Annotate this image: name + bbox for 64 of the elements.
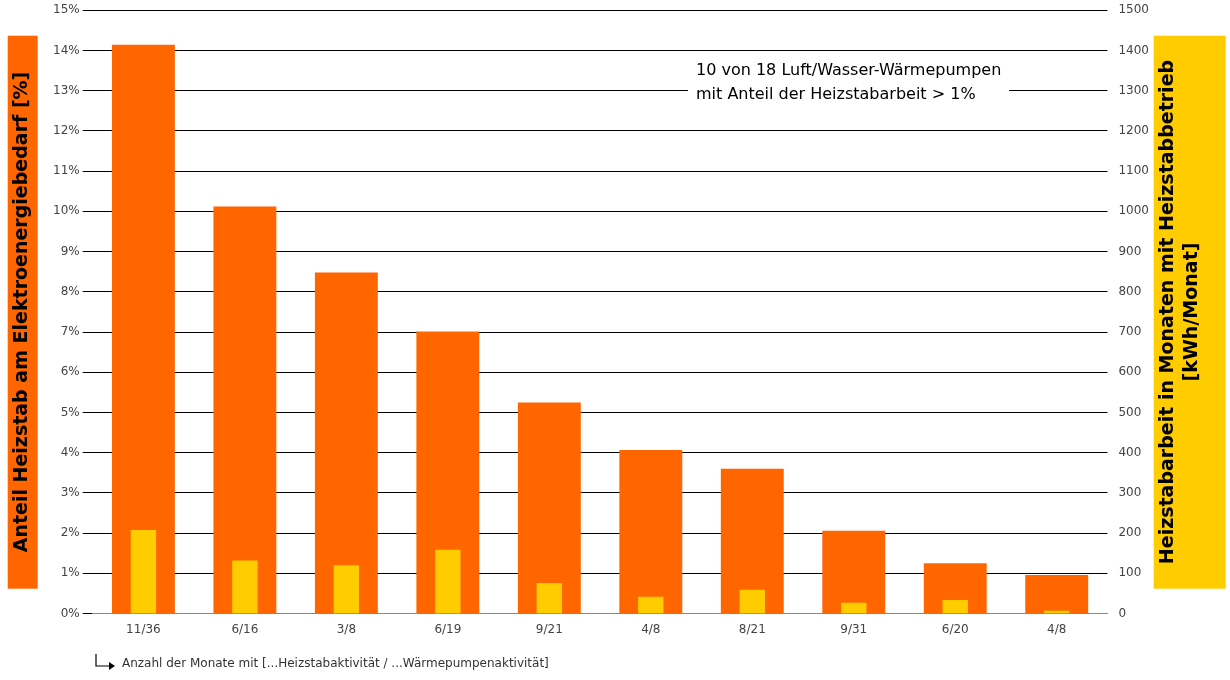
y-tick-label: 12% bbox=[53, 123, 80, 138]
y2-tick-label: 1100 bbox=[1118, 163, 1150, 178]
y-tick-label: 1% bbox=[60, 565, 80, 580]
y-tick-label: 13% bbox=[53, 82, 80, 97]
text: Anzahl der Monate mit [...Heizstabaktivität / ...Wärmepumpenaktivität] bbox=[122, 656, 549, 670]
bar bbox=[822, 530, 886, 614]
bar bbox=[720, 468, 784, 614]
x-tick-label: 6/19 bbox=[434, 621, 462, 636]
bar bbox=[942, 599, 968, 614]
bar bbox=[435, 549, 461, 614]
y-tick-label: 6% bbox=[60, 364, 80, 379]
bar bbox=[416, 331, 480, 614]
x-tick-label: 11/36 bbox=[126, 621, 161, 636]
y2-tick-label: 100 bbox=[1118, 565, 1142, 580]
bar bbox=[213, 206, 277, 614]
y2-tick-label: 1200 bbox=[1118, 123, 1150, 138]
y2-tick-label: 800 bbox=[1118, 283, 1142, 298]
x-tick-label: 9/31 bbox=[840, 621, 868, 636]
bar bbox=[232, 560, 258, 614]
y2-tick-label: 400 bbox=[1118, 444, 1142, 459]
y-tick-label: 2% bbox=[60, 525, 80, 540]
y-tick-label: 4% bbox=[60, 444, 80, 459]
y-tick-label: 9% bbox=[60, 243, 80, 258]
y2-axis-title: Heizstabarbeit in Monaten mit Heizstabbetrieb [kWh/Monat] bbox=[1153, 35, 1226, 589]
bar bbox=[841, 602, 867, 614]
y2-tick-label: 0 bbox=[1118, 605, 1127, 620]
y-tick-label: 11% bbox=[53, 163, 80, 178]
y2-tick-label: 500 bbox=[1118, 404, 1142, 419]
y-tick-label: 15% bbox=[53, 2, 80, 17]
x-tick-label: 4/8 bbox=[641, 621, 661, 636]
bar bbox=[130, 529, 157, 614]
y-tick-label: 14% bbox=[53, 42, 80, 57]
x-tick-label: 6/16 bbox=[231, 621, 259, 636]
x-tick-label: 4/8 bbox=[1047, 621, 1067, 636]
y2-tick-label: 1400 bbox=[1118, 42, 1150, 57]
y2-tick-label: 600 bbox=[1118, 364, 1142, 379]
y2-tick-label: 1000 bbox=[1118, 203, 1150, 218]
bar bbox=[638, 596, 664, 614]
y-tick-label: 0% bbox=[60, 605, 80, 620]
bar bbox=[111, 44, 175, 614]
bar bbox=[1025, 574, 1089, 614]
y2-tick-label: 900 bbox=[1118, 243, 1142, 258]
y2-tick-label: 1300 bbox=[1118, 82, 1150, 97]
x-tick-label: 9/21 bbox=[535, 621, 563, 636]
y2-tick-label: 700 bbox=[1118, 324, 1142, 339]
bar bbox=[536, 583, 563, 614]
x-tick-label: 8/21 bbox=[738, 621, 766, 636]
y-tick-label: 10% bbox=[53, 203, 80, 218]
bar bbox=[619, 449, 683, 614]
bar bbox=[314, 272, 378, 614]
y-tick-label: 3% bbox=[60, 485, 80, 500]
bar bbox=[333, 565, 360, 614]
y2-tick-label: 200 bbox=[1118, 525, 1142, 540]
bar bbox=[739, 589, 765, 614]
bar bbox=[517, 402, 581, 614]
x-tick-label: 3/8 bbox=[336, 621, 357, 636]
y-tick-label: 8% bbox=[60, 283, 80, 298]
y-axis-title: Anteil Heizstab am Elektroenergiebedarf [%] bbox=[8, 35, 39, 589]
y-tick-label: 7% bbox=[60, 324, 80, 339]
y-tick-label: 5% bbox=[60, 404, 80, 419]
y2-tick-label: 1500 bbox=[1118, 2, 1150, 17]
y2-tick-label: 300 bbox=[1118, 485, 1142, 500]
x-tick-label: 6/20 bbox=[941, 621, 969, 636]
annotation: 10 von 18 Luft/Wasser-Wärmepumpen mit Anteil der Heizstabarbeit > 1% bbox=[688, 56, 1010, 108]
